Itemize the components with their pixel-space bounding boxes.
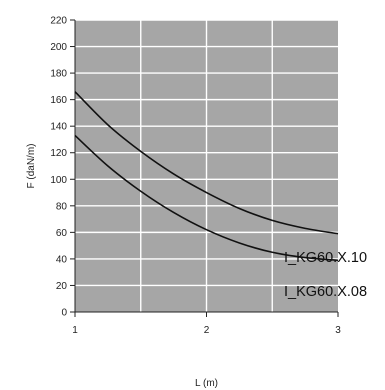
series-line-2 [74,134,339,262]
series-label-1: I_KG60.X.10 [284,250,367,266]
x-tick-label: 3 [335,325,341,336]
x-tick-label: 1 [72,325,78,336]
axes: 0 20 40 60 80 100 120 140 160 180 200 220 1 2 3 [50,16,341,337]
y-tick-label: 140 [50,122,67,133]
y-tick-label: 60 [56,228,68,239]
y-tick-label: 160 [50,95,67,106]
y-tick-label: 120 [50,148,67,159]
y-tick-label: 80 [56,201,68,212]
y-tick-label: 20 [56,281,68,292]
x-axis-label: L (m) [195,378,218,389]
y-tick-label: 200 [50,42,67,53]
x-tick-label: 2 [204,325,210,336]
y-axis-label: F (daN/m) [26,144,37,189]
y-tick-label: 40 [56,254,68,265]
y-tick-label: 0 [61,308,67,319]
series-line-1 [74,91,339,235]
axis-labels: L (m) F (daN/m) [26,144,218,390]
data-series: I_KG60.X.10 I_KG60.X.08 [74,91,367,300]
gridlines [75,19,338,312]
y-tick-label: 180 [50,69,67,80]
series-label-2: I_KG60.X.08 [284,284,367,300]
y-tick-label: 100 [50,175,67,186]
y-tick-label: 220 [50,16,67,27]
